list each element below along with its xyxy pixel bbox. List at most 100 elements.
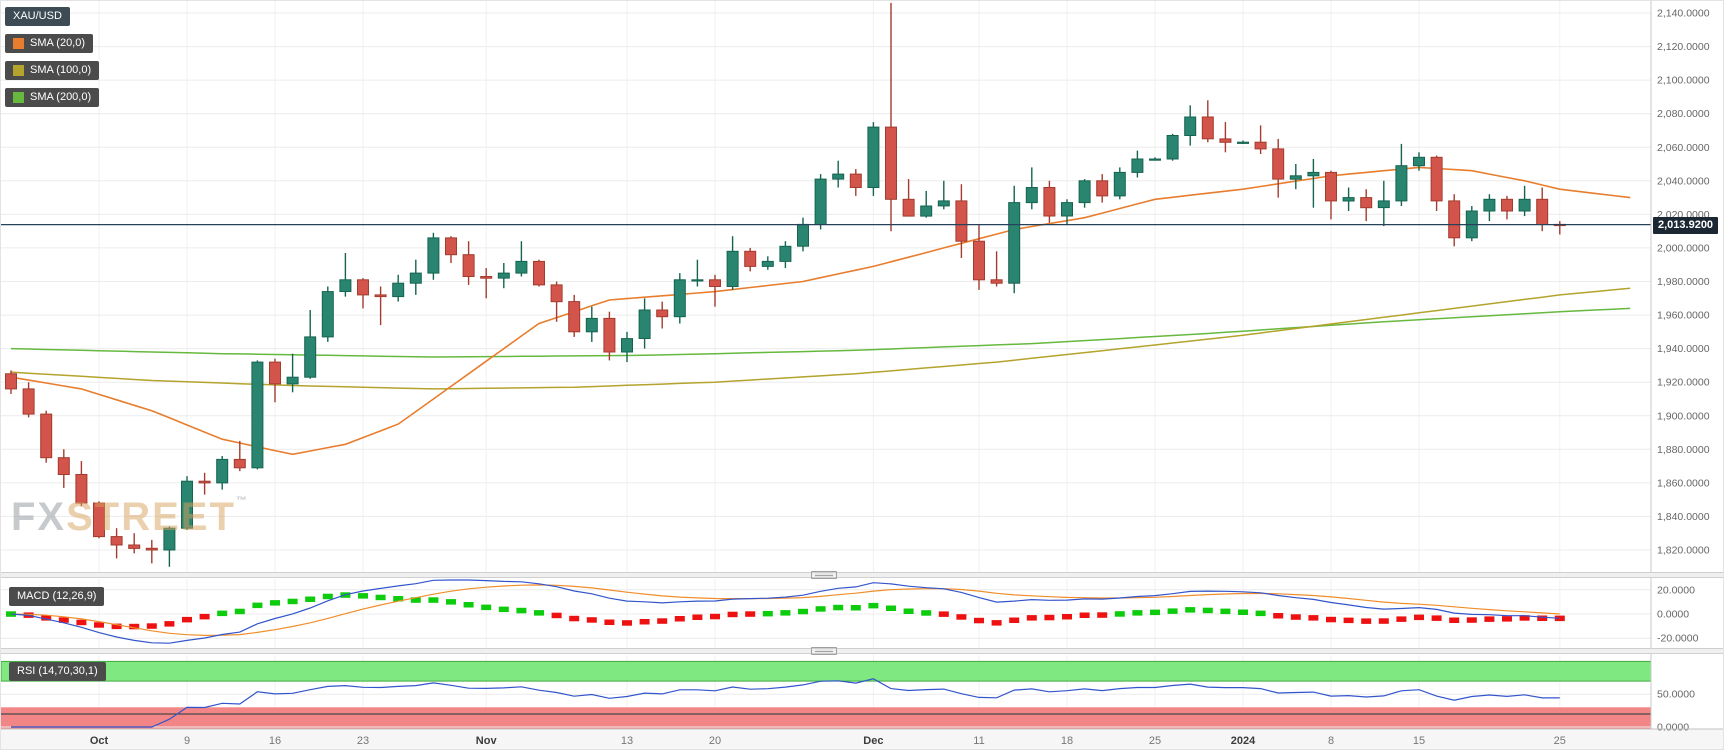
sma200-badge[interactable]: SMA (200,0) — [5, 88, 100, 107]
x-axis-label[interactable]: 8 — [1328, 735, 1334, 747]
candle-body[interactable] — [550, 284, 563, 303]
candle-body[interactable] — [1078, 180, 1091, 204]
candle-body[interactable] — [1131, 158, 1144, 173]
candle-body[interactable] — [621, 338, 633, 353]
x-axis-label[interactable]: Oct — [90, 735, 109, 747]
x-axis-label[interactable]: 15 — [1413, 735, 1425, 747]
candle-body[interactable] — [57, 457, 70, 476]
x-axis-label[interactable]: 2024 — [1231, 735, 1256, 747]
candle-body[interactable] — [1254, 141, 1267, 150]
candle-body[interactable] — [409, 272, 422, 284]
x-axis-label[interactable]: 13 — [621, 735, 633, 747]
candle-body[interactable] — [568, 301, 581, 333]
candle-body[interactable] — [1536, 198, 1549, 226]
candle-body[interactable] — [797, 223, 809, 247]
candle-body[interactable] — [339, 279, 352, 292]
candle-body[interactable] — [181, 480, 193, 529]
candle-body[interactable] — [1096, 180, 1109, 197]
candle-body[interactable] — [251, 361, 264, 469]
candle-body[interactable] — [656, 309, 669, 318]
candle-body[interactable] — [726, 250, 739, 288]
candle-body[interactable] — [1025, 187, 1038, 204]
candle-body[interactable] — [1325, 171, 1337, 202]
candle-body[interactable] — [515, 260, 528, 274]
candle-body[interactable] — [480, 276, 493, 279]
candle-body[interactable] — [885, 126, 897, 200]
rsi-badge[interactable]: RSI (14,70,30,1) — [9, 662, 106, 681]
sma20-badge[interactable]: SMA (20,0) — [5, 34, 94, 53]
candle-body[interactable] — [110, 536, 123, 546]
candle-body[interactable] — [1113, 171, 1126, 197]
candle-body[interactable] — [462, 254, 475, 277]
candle-body[interactable] — [1184, 116, 1197, 136]
splitter-grip-icon[interactable] — [811, 571, 837, 579]
candle-body[interactable] — [163, 527, 176, 551]
pane-splitter-1[interactable] — [1, 571, 1723, 579]
candle-body[interactable] — [75, 474, 88, 504]
candle-body[interactable] — [1395, 165, 1408, 202]
x-axis-label[interactable]: 16 — [269, 735, 281, 747]
candle-body[interactable] — [145, 547, 158, 551]
candle-body[interactable] — [973, 240, 985, 281]
candle-body[interactable] — [761, 260, 774, 267]
candle-body[interactable] — [849, 173, 862, 189]
candle-body[interactable] — [1201, 116, 1214, 140]
candle-body[interactable] — [1518, 198, 1531, 212]
candle-body[interactable] — [286, 376, 299, 385]
candle-body[interactable] — [779, 245, 792, 262]
candle-body[interactable] — [1448, 200, 1461, 239]
splitter-grip-icon[interactable] — [811, 647, 837, 655]
candle-body[interactable] — [269, 361, 281, 385]
candle-body[interactable] — [1360, 197, 1373, 209]
candle-body[interactable] — [198, 480, 211, 484]
candle-body[interactable] — [304, 336, 317, 378]
candle-body[interactable] — [1237, 141, 1249, 144]
candle-body[interactable] — [1272, 148, 1285, 180]
candle-body[interactable] — [357, 279, 369, 296]
candle-body[interactable] — [585, 317, 598, 333]
candle-body[interactable] — [1377, 200, 1390, 209]
candle-body[interactable] — [990, 279, 1003, 284]
x-axis-label[interactable]: 9 — [184, 735, 190, 747]
candle-body[interactable] — [1430, 156, 1443, 202]
x-axis-label[interactable]: 23 — [357, 735, 369, 747]
candle-body[interactable] — [937, 200, 950, 207]
candle-body[interactable] — [638, 309, 651, 339]
candle-body[interactable] — [533, 260, 545, 286]
candle-body[interactable] — [5, 373, 17, 390]
candle-body[interactable] — [427, 237, 440, 274]
candle-body[interactable] — [920, 205, 933, 217]
macd-badge[interactable]: MACD (12,26,9) — [9, 587, 105, 606]
candle-body[interactable] — [1413, 156, 1425, 167]
candle-body[interactable] — [1043, 187, 1056, 217]
candle-body[interactable] — [709, 279, 721, 287]
candle-body[interactable] — [673, 279, 686, 318]
x-axis-label[interactable]: 11 — [973, 735, 984, 747]
candle-body[interactable] — [22, 388, 35, 415]
candle-body[interactable] — [128, 544, 141, 549]
x-axis-label[interactable]: Nov — [476, 735, 498, 747]
candle-body[interactable] — [1061, 202, 1073, 217]
candle-body[interactable] — [374, 294, 387, 298]
candle-body[interactable] — [233, 458, 246, 469]
candle-body[interactable] — [1008, 202, 1021, 284]
x-axis-label[interactable]: 25 — [1554, 735, 1566, 747]
candle-body[interactable] — [1342, 197, 1355, 202]
candle-body[interactable] — [1483, 198, 1496, 212]
candle-body[interactable] — [691, 279, 704, 282]
candle-body[interactable] — [1501, 198, 1513, 212]
candle-body[interactable] — [40, 413, 53, 459]
candle-body[interactable] — [1219, 138, 1232, 143]
candle-body[interactable] — [1307, 171, 1320, 177]
sma100-badge[interactable]: SMA (100,0) — [5, 61, 100, 80]
candle-body[interactable] — [1149, 158, 1161, 161]
candle-body[interactable] — [955, 200, 968, 242]
candle-body[interactable] — [832, 173, 845, 180]
candle-body[interactable] — [1289, 175, 1302, 180]
x-axis-label[interactable]: 25 — [1149, 735, 1161, 747]
candle-body[interactable] — [744, 250, 757, 267]
candle-body[interactable] — [216, 458, 229, 484]
x-axis-label[interactable]: 20 — [709, 735, 721, 747]
symbol-badge[interactable]: XAU/USD — [5, 7, 70, 26]
